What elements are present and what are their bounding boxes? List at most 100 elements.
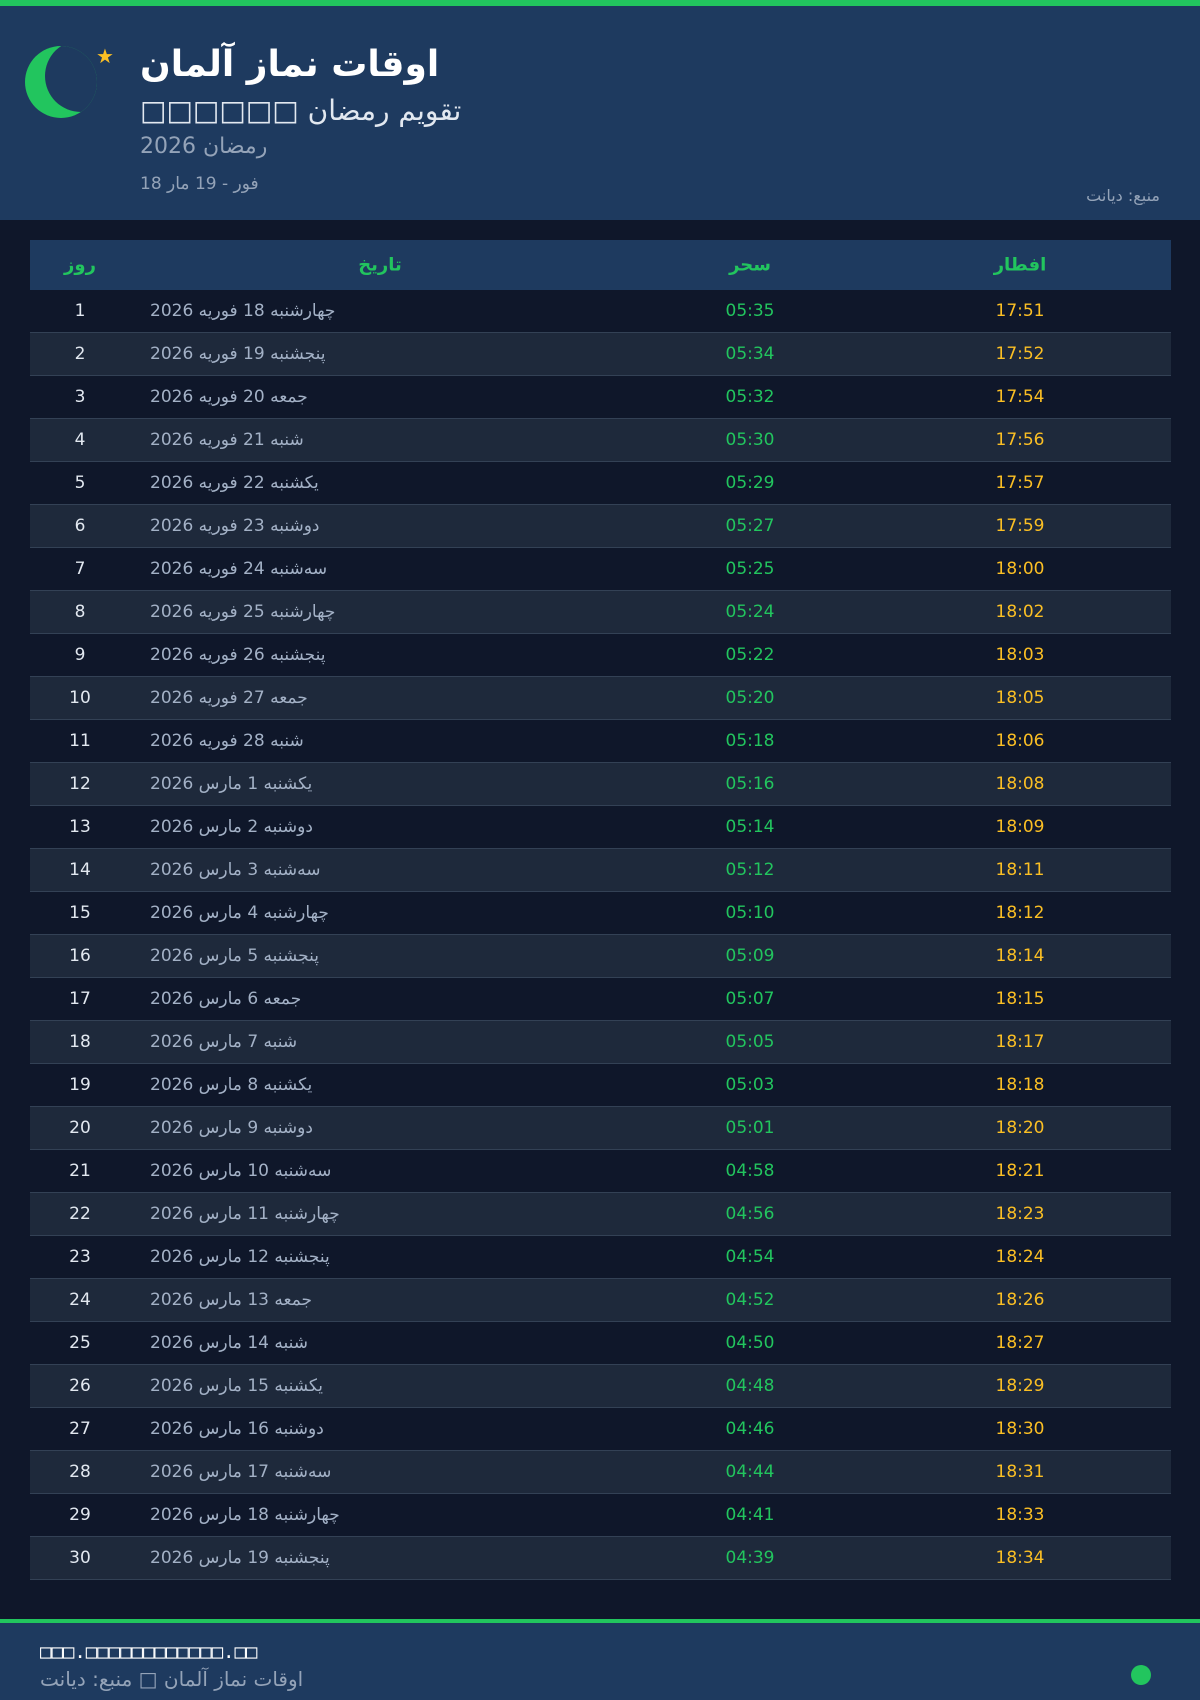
date-cell: پنجشنبه 19 مارس 2026 bbox=[150, 1548, 330, 1568]
day-cell: 29 bbox=[69, 1505, 91, 1525]
date-cell: یکشنبه 1 مارس 2026 bbox=[150, 774, 313, 794]
page-header: ★ اوقات نماز آلمان □□□□□□ تقویم رمضان رم… bbox=[0, 6, 1200, 220]
sahar-cell: 05:29 bbox=[725, 473, 775, 493]
day-cell: 25 bbox=[69, 1333, 91, 1353]
page-title: اوقات نماز آلمان bbox=[140, 44, 440, 85]
iftar-cell: 18:18 bbox=[995, 1075, 1045, 1095]
sahar-cell: 04:50 bbox=[725, 1333, 775, 1353]
day-cell: 17 bbox=[69, 989, 91, 1009]
date-cell: پنجشنبه 12 مارس 2026 bbox=[150, 1247, 330, 1267]
page-footer: □□□.□□□□□□□□□□□□.□□ اوقات نماز آلمان □ م… bbox=[0, 1623, 1200, 1700]
date-cell: سه‌شنبه 10 مارس 2026 bbox=[150, 1161, 332, 1181]
date-cell: یکشنبه 8 مارس 2026 bbox=[150, 1075, 313, 1095]
table-row: 13 دوشنبه 2 مارس 2026 05:14 18:09 bbox=[30, 806, 1171, 849]
ramadan-year: رمضان 2026 bbox=[140, 134, 268, 159]
sahar-cell: 05:10 bbox=[725, 903, 775, 923]
date-cell: یکشنبه 22 فوریه 2026 bbox=[150, 473, 319, 493]
date-cell: چهارشنبه 4 مارس 2026 bbox=[150, 903, 329, 923]
day-cell: 23 bbox=[69, 1247, 91, 1267]
ramadan-timetable: روز تاریخ سحر افطار 1 چهارشنبه 18 فوریه 2… bbox=[30, 240, 1171, 1580]
day-cell: 5 bbox=[74, 473, 86, 493]
table-row: 21 سه‌شنبه 10 مارس 2026 04:58 18:21 bbox=[30, 1150, 1171, 1193]
day-cell: 18 bbox=[69, 1032, 91, 1052]
date-cell: شنبه 14 مارس 2026 bbox=[150, 1333, 308, 1353]
sahar-cell: 05:34 bbox=[725, 344, 775, 364]
sahar-cell: 05:05 bbox=[725, 1032, 775, 1052]
day-cell: 15 bbox=[69, 903, 91, 923]
table-row: 26 یکشنبه 15 مارس 2026 04:48 18:29 bbox=[30, 1365, 1171, 1408]
date-cell: چهارشنبه 18 مارس 2026 bbox=[150, 1505, 340, 1525]
sahar-cell: 05:01 bbox=[725, 1118, 775, 1138]
iftar-cell: 18:29 bbox=[995, 1376, 1045, 1396]
table-row: 1 چهارشنبه 18 فوریه 2026 05:35 17:51 bbox=[30, 290, 1171, 333]
sahar-cell: 05:30 bbox=[725, 430, 775, 450]
table-row: 4 شنبه 21 فوریه 2026 05:30 17:56 bbox=[30, 419, 1171, 462]
day-cell: 28 bbox=[69, 1462, 91, 1482]
iftar-cell: 18:08 bbox=[995, 774, 1045, 794]
table-row: 7 سه‌شنبه 24 فوریه 2026 05:25 18:00 bbox=[30, 548, 1171, 591]
iftar-cell: 17:51 bbox=[995, 301, 1045, 321]
day-cell: 2 bbox=[74, 344, 86, 364]
sahar-cell: 05:32 bbox=[725, 387, 775, 407]
table-row: 19 یکشنبه 8 مارس 2026 05:03 18:18 bbox=[30, 1064, 1171, 1107]
table-row: 10 جمعه 27 فوریه 2026 05:20 18:05 bbox=[30, 677, 1171, 720]
iftar-cell: 18:34 bbox=[995, 1548, 1045, 1568]
iftar-cell: 18:03 bbox=[995, 645, 1045, 665]
date-cell: پنجشنبه 19 فوریه 2026 bbox=[150, 344, 326, 364]
iftar-cell: 18:27 bbox=[995, 1333, 1045, 1353]
date-cell: یکشنبه 15 مارس 2026 bbox=[150, 1376, 324, 1396]
date-cell: دوشنبه 16 مارس 2026 bbox=[150, 1419, 324, 1439]
sahar-cell: 04:46 bbox=[725, 1419, 775, 1439]
table-row: 2 پنجشنبه 19 فوریه 2026 05:34 17:52 bbox=[30, 333, 1171, 376]
day-cell: 27 bbox=[69, 1419, 91, 1439]
day-cell: 12 bbox=[69, 774, 91, 794]
table-row: 18 شنبه 7 مارس 2026 05:05 18:17 bbox=[30, 1021, 1171, 1064]
iftar-cell: 18:05 bbox=[995, 688, 1045, 708]
table-row: 12 یکشنبه 1 مارس 2026 05:16 18:08 bbox=[30, 763, 1171, 806]
iftar-cell: 18:09 bbox=[995, 817, 1045, 837]
date-cell: پنجشنبه 26 فوریه 2026 bbox=[150, 645, 326, 665]
day-cell: 7 bbox=[74, 559, 86, 579]
footer-tagline: اوقات نماز آلمان □ منبع: دیانت bbox=[40, 1667, 304, 1691]
iftar-cell: 18:26 bbox=[995, 1290, 1045, 1310]
date-cell: جمعه 6 مارس 2026 bbox=[150, 989, 302, 1009]
iftar-cell: 17:59 bbox=[995, 516, 1045, 536]
iftar-cell: 17:57 bbox=[995, 473, 1045, 493]
iftar-cell: 18:06 bbox=[995, 731, 1045, 751]
date-range: 18 فور - 19 مار bbox=[140, 174, 259, 194]
date-cell: پنجشنبه 5 مارس 2026 bbox=[150, 946, 319, 966]
iftar-cell: 18:30 bbox=[995, 1419, 1045, 1439]
date-cell: جمعه 20 فوریه 2026 bbox=[150, 387, 308, 407]
day-cell: 30 bbox=[69, 1548, 91, 1568]
iftar-cell: 18:24 bbox=[995, 1247, 1045, 1267]
table-row: 27 دوشنبه 16 مارس 2026 04:46 18:30 bbox=[30, 1408, 1171, 1451]
date-cell: شنبه 7 مارس 2026 bbox=[150, 1032, 298, 1052]
top-accent-bar bbox=[0, 0, 1200, 6]
date-cell: جمعه 13 مارس 2026 bbox=[150, 1290, 313, 1310]
iftar-cell: 18:11 bbox=[995, 860, 1045, 880]
iftar-cell: 18:21 bbox=[995, 1161, 1045, 1181]
source-label: منبع: دیانت bbox=[1086, 186, 1160, 205]
iftar-cell: 18:31 bbox=[995, 1462, 1045, 1482]
day-cell: 13 bbox=[69, 817, 91, 837]
table-row: 22 چهارشنبه 11 مارس 2026 04:56 18:23 bbox=[30, 1193, 1171, 1236]
iftar-cell: 18:23 bbox=[995, 1204, 1045, 1224]
table-row: 15 چهارشنبه 4 مارس 2026 05:10 18:12 bbox=[30, 892, 1171, 935]
iftar-cell: 18:14 bbox=[995, 946, 1045, 966]
header-iftar: افطار bbox=[993, 254, 1047, 276]
day-cell: 26 bbox=[69, 1376, 91, 1396]
date-cell: دوشنبه 23 فوریه 2026 bbox=[150, 516, 320, 536]
header-day: روز bbox=[64, 254, 96, 276]
crescent-moon-icon bbox=[25, 46, 97, 118]
table-row: 30 پنجشنبه 19 مارس 2026 04:39 18:34 bbox=[30, 1537, 1171, 1580]
header-date: تاریخ bbox=[358, 254, 402, 276]
footer-accent-bar bbox=[0, 1619, 1200, 1623]
day-cell: 3 bbox=[74, 387, 86, 407]
table-row: 3 جمعه 20 فوریه 2026 05:32 17:54 bbox=[30, 376, 1171, 419]
footer-site: □□□.□□□□□□□□□□□□.□□ bbox=[40, 1641, 258, 1663]
date-cell: چهارشنبه 25 فوریه 2026 bbox=[150, 602, 336, 622]
iftar-cell: 18:20 bbox=[995, 1118, 1045, 1138]
sahar-cell: 05:27 bbox=[725, 516, 775, 536]
header-sahar: سحر bbox=[729, 254, 771, 276]
day-cell: 6 bbox=[74, 516, 86, 536]
